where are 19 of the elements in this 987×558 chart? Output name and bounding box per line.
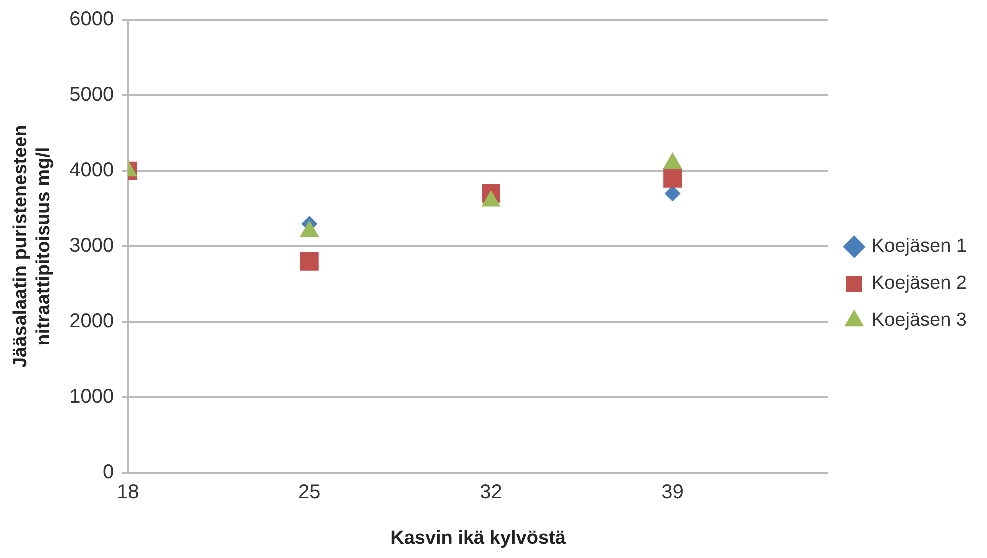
y-tick-label: 4000 <box>70 160 114 182</box>
point <box>300 252 319 271</box>
point <box>664 186 681 202</box>
legend-label: Koejäsen 3 <box>872 310 968 332</box>
x-axis-title: Kasvin ikä kylvöstä <box>390 528 566 549</box>
legend-label: Koejäsen 2 <box>872 273 968 294</box>
x-tick-label: 18 <box>116 482 140 504</box>
y-tick-label: 0 <box>102 462 114 484</box>
x-tick-label: 25 <box>298 482 321 504</box>
y-tick-label: 6000 <box>70 8 114 31</box>
y-axis-title: Jääsalaatin puristenesteen nitraattipitoisuus mg/l <box>10 125 54 368</box>
x-tick-label: 32 <box>480 482 502 504</box>
y-tick-label: 3000 <box>70 235 114 258</box>
legend-label: Koejäsen 1 <box>872 236 968 258</box>
y-tick-label: 2000 <box>70 310 114 333</box>
x-tick-label: 39 <box>662 482 684 504</box>
y-tick-label: 1000 <box>70 386 114 408</box>
point <box>664 169 682 188</box>
y-tick-label: 5000 <box>70 84 114 106</box>
